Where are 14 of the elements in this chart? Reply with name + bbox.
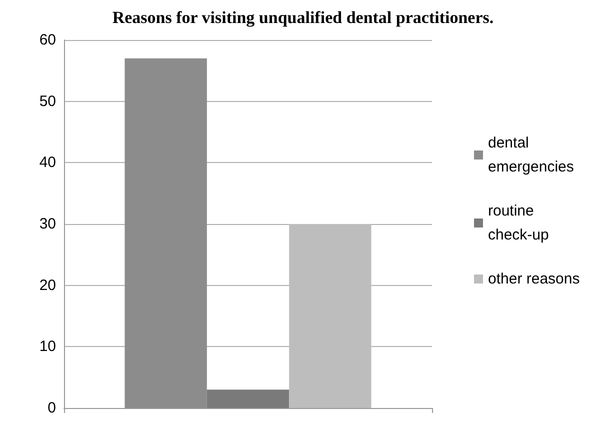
legend-label: dental emergencies <box>488 134 574 176</box>
chart-title: Reasons for visiting unqualified dental practitioners. <box>112 8 494 27</box>
legend-label: other reasons <box>488 270 580 288</box>
bar <box>206 390 290 408</box>
y-tick-label: 0 <box>48 400 56 416</box>
y-tick-label: 30 <box>39 216 56 232</box>
y-tick-label: 20 <box>39 276 56 294</box>
legend-label: routine check-up <box>488 202 549 244</box>
y-tick-label: 60 <box>39 32 56 48</box>
y-tick-label: 40 <box>39 154 56 172</box>
y-tick-label: 50 <box>39 92 56 110</box>
bar <box>289 224 372 408</box>
y-tick-label: 10 <box>39 338 56 356</box>
bar <box>124 58 207 408</box>
